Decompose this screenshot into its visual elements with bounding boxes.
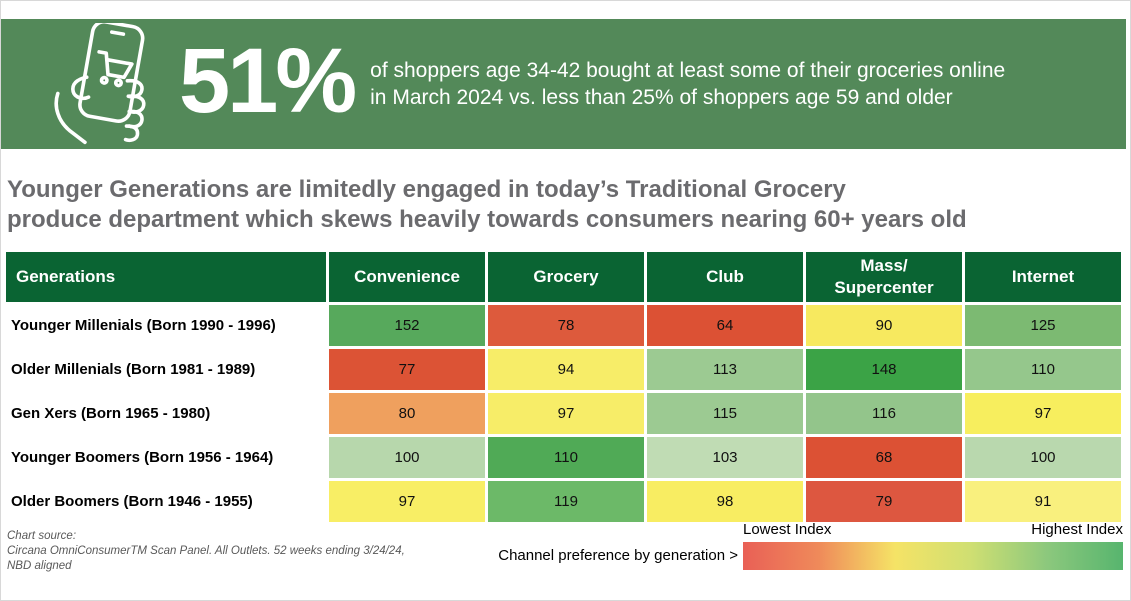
row-label: Younger Millenials (Born 1990 - 1996) [6, 305, 326, 346]
column-header-internet: Internet [965, 252, 1121, 302]
hand-holding-phone-shopping-cart-icon [54, 23, 146, 145]
row-label: Older Boomers (Born 1946 - 1955) [6, 481, 326, 522]
table-row: Gen Xers (Born 1965 - 1980) 80 97 115 116 97 [6, 393, 1121, 434]
heatmap-cell: 110 [488, 437, 644, 478]
stat-description-line1: of shoppers age 34-42 bought at least so… [370, 59, 1006, 82]
column-header-mass-supercenter: Mass/ Supercenter [806, 252, 962, 302]
chart-source-line3: NBD aligned [7, 560, 72, 572]
heatmap-cell: 103 [647, 437, 803, 478]
heatmap-cell: 148 [806, 349, 962, 390]
legend-gradient-bar [743, 542, 1123, 570]
page-title-line1: Younger Generations are limitedly engage… [7, 176, 846, 203]
stat-banner: 51% of shoppers age 34-42 bought at leas… [1, 19, 1126, 149]
heatmap-cell: 113 [647, 349, 803, 390]
chart-source-note: Chart source: Circana OmniConsumerTM Sca… [7, 529, 477, 574]
heatmap-cell: 100 [329, 437, 485, 478]
heatmap-cell: 110 [965, 349, 1121, 390]
column-header-generations: Generations [6, 252, 326, 302]
heatmap-cell: 97 [965, 393, 1121, 434]
heatmap-cell: 91 [965, 481, 1121, 522]
page-title-line2: produce department which skews heavily t… [7, 206, 967, 233]
heatmap-cell: 90 [806, 305, 962, 346]
heatmap-cell: 64 [647, 305, 803, 346]
heatmap-cell: 80 [329, 393, 485, 434]
heatmap-cell: 94 [488, 349, 644, 390]
stat-description-line2: in March 2024 vs. less than 25% of shopp… [370, 86, 953, 109]
table-row: Older Boomers (Born 1946 - 1955) 97 119 98 7… [6, 481, 1121, 522]
heatmap-table: Generations Convenience Grocery Club Mas… [3, 249, 1124, 525]
table-row: Younger Millenials (Born 1990 - 1996) 152… [6, 305, 1121, 346]
heatmap-cell: 79 [806, 481, 962, 522]
column-header-convenience: Convenience [329, 252, 485, 302]
row-label: Older Millenials (Born 1981 - 1989) [6, 349, 326, 390]
chart-source-line1: Chart source: [7, 530, 77, 542]
row-label: Gen Xers (Born 1965 - 1980) [6, 393, 326, 434]
heatmap-cell: 119 [488, 481, 644, 522]
table-row: Older Millenials (Born 1981 - 1989) 77 94 1… [6, 349, 1121, 390]
heatmap-cell: 116 [806, 393, 962, 434]
index-legend: Lowest Index Highest Index [743, 521, 1123, 570]
column-header-club: Club [647, 252, 803, 302]
heatmap-cell: 77 [329, 349, 485, 390]
heatmap-cell: 97 [488, 393, 644, 434]
legend-highest-label: Highest Index [1031, 521, 1123, 538]
heatmap-header-row: Generations Convenience Grocery Club Mas… [6, 252, 1121, 302]
column-header-grocery: Grocery [488, 252, 644, 302]
heatmap-cell: 97 [329, 481, 485, 522]
chart-source-line2: Circana OmniConsumerTM Scan Panel. All O… [7, 545, 405, 557]
heatmap-cell: 68 [806, 437, 962, 478]
heatmap-cell: 152 [329, 305, 485, 346]
heatmap-cell: 78 [488, 305, 644, 346]
heatmap-cell: 98 [647, 481, 803, 522]
row-label: Younger Boomers (Born 1956 - 1964) [6, 437, 326, 478]
heatmap-cell: 115 [647, 393, 803, 434]
heatmap-cell: 125 [965, 305, 1121, 346]
legend-caption: Channel preference by generation > [498, 547, 738, 564]
heatmap-cell: 100 [965, 437, 1121, 478]
stat-description: of shoppers age 34-42 bought at least so… [370, 57, 1005, 111]
table-row: Younger Boomers (Born 1956 - 1964) 100 110… [6, 437, 1121, 478]
legend-lowest-label: Lowest Index [743, 521, 832, 538]
stat-value: 51% [179, 30, 357, 132]
footer: Chart source: Circana OmniConsumerTM Sca… [1, 521, 1131, 599]
page-title: Younger Generations are limitedly engage… [7, 175, 1117, 235]
